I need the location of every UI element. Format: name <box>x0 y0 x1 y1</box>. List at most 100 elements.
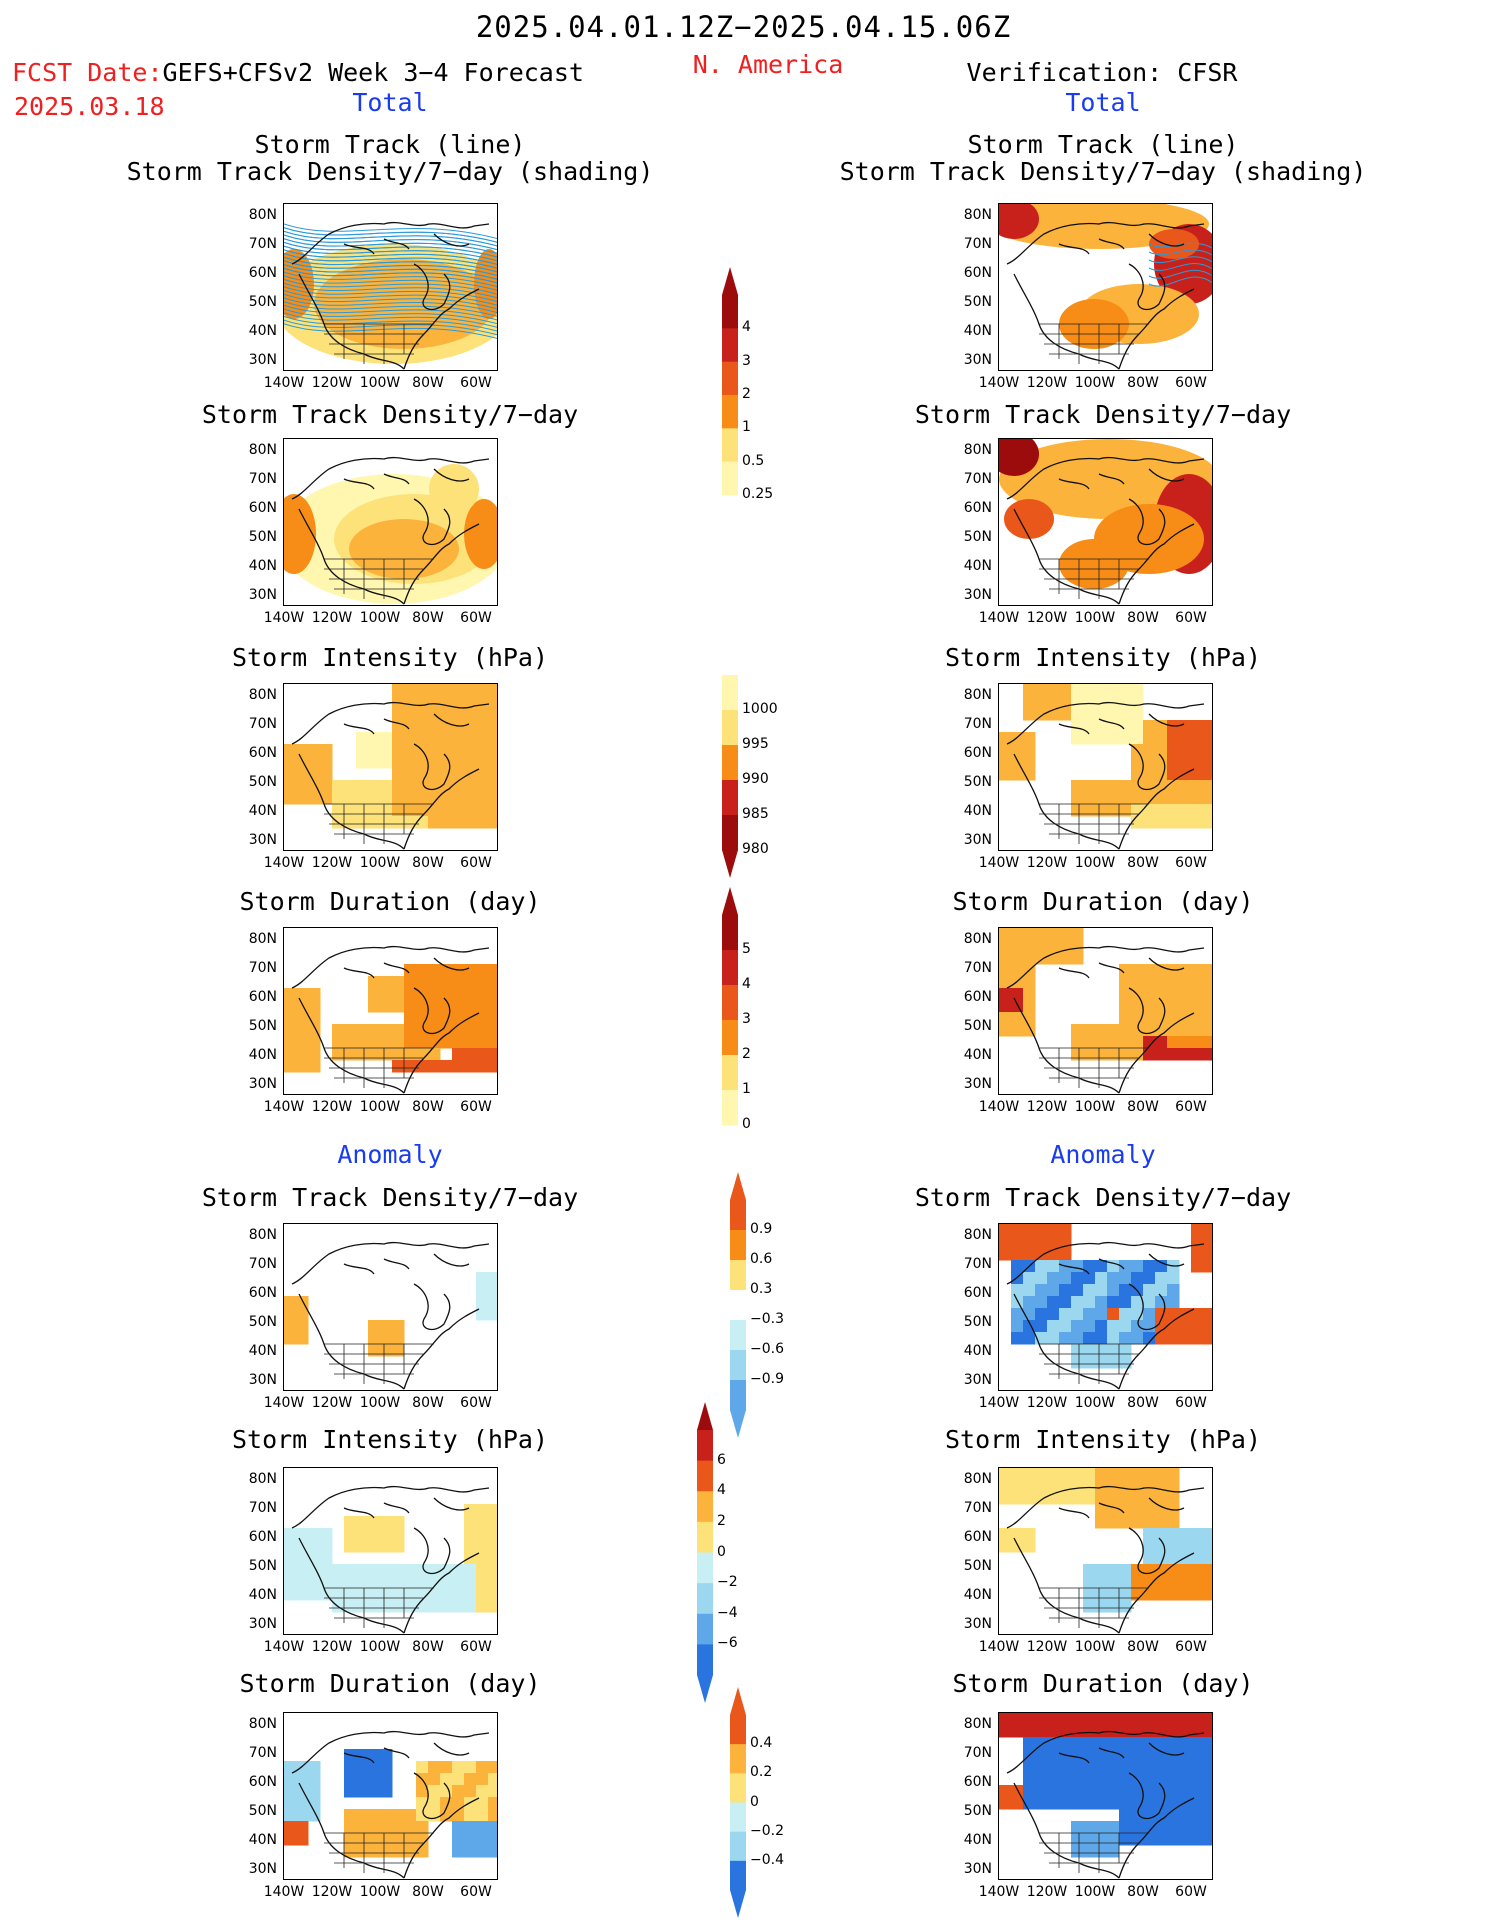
colorbar-segment <box>722 950 738 986</box>
shading-cell <box>356 1809 369 1822</box>
title-track-line-left: Storm Track (line) <box>254 130 526 159</box>
shading-cell <box>1203 1737 1212 1750</box>
shading-cell <box>1119 684 1132 697</box>
shading-cell <box>1011 940 1024 953</box>
lon-label: 100W <box>359 375 401 391</box>
lat-label: 80N <box>963 207 992 223</box>
shading-cell <box>1203 1012 1212 1025</box>
shading-cell <box>1143 1332 1156 1345</box>
shading-cell <box>1155 744 1168 757</box>
shading-cell <box>380 1332 393 1345</box>
shading-cell <box>488 1785 497 1798</box>
lat-label: 70N <box>248 236 277 252</box>
shading-cell <box>380 1845 393 1858</box>
colorbar-segment <box>722 815 738 851</box>
shading-cell <box>1191 1260 1204 1273</box>
shading-cell <box>368 1749 381 1762</box>
shading-cell <box>1011 1236 1024 1249</box>
shading-cell <box>368 976 381 989</box>
shading-cell <box>488 1036 497 1049</box>
shading-cell <box>999 1468 1012 1481</box>
shading-cell <box>1047 928 1060 941</box>
shading-cell <box>1203 1725 1212 1738</box>
shading-cell <box>416 792 429 805</box>
shading-cell <box>1011 1284 1024 1297</box>
shading-cell <box>999 1000 1012 1013</box>
shading-cell <box>1071 1344 1084 1357</box>
shading-cell <box>356 744 369 757</box>
shading-cell <box>296 1000 309 1013</box>
shading-cell <box>416 1060 429 1073</box>
lon-label: 140W <box>978 1099 1020 1115</box>
lon-label: 80W <box>412 1639 444 1655</box>
storm-track-line <box>284 316 497 332</box>
shading-cell <box>416 708 429 721</box>
lon-label: 60W <box>1175 375 1207 391</box>
shading-cell <box>1203 780 1212 793</box>
shading-cell <box>488 780 497 793</box>
shading-cell <box>416 1809 429 1822</box>
shading-cell <box>1131 1260 1144 1273</box>
colorbar-tick: 4 <box>742 319 751 336</box>
shading-cell <box>476 732 489 745</box>
shading-cell <box>416 976 429 989</box>
fcst-date: 2025.03.18 <box>14 92 165 121</box>
shading-cell <box>1095 720 1108 733</box>
shading-cell <box>416 964 429 977</box>
lat-label: 30N <box>248 832 277 848</box>
lat-label: 50N <box>248 1018 277 1034</box>
shading-cell <box>488 1540 497 1553</box>
shading-cell <box>464 988 477 1001</box>
shading-cell <box>344 1821 357 1834</box>
shading-cell <box>1107 1332 1120 1345</box>
panel-intensity-anom-verif <box>998 1467 1213 1635</box>
shading-cell <box>1071 708 1084 721</box>
shading-cell <box>284 1332 297 1345</box>
colorbar-tick: 1000 <box>742 701 778 717</box>
shading-cell <box>1155 1492 1168 1505</box>
shading-cell <box>464 804 477 817</box>
shading-cell <box>368 1773 381 1786</box>
storm-track-line <box>1148 242 1212 249</box>
shading-cell <box>284 1821 297 1834</box>
shading-cell <box>1047 1797 1060 1810</box>
shading-cell <box>416 1761 429 1774</box>
shading-cell <box>416 1588 429 1601</box>
shading-cell <box>1059 1797 1072 1810</box>
storm-track-line <box>284 241 497 258</box>
shading-cell <box>1011 928 1024 941</box>
shading-cell <box>1143 1821 1156 1834</box>
shading-cell <box>1179 1821 1192 1834</box>
storm-track-line <box>284 271 497 288</box>
lon-label: 120W <box>311 375 353 391</box>
shading-cell <box>1143 1504 1156 1517</box>
shading-cell <box>284 756 297 769</box>
shading-cell <box>1071 720 1084 733</box>
shading-cell <box>1191 1540 1204 1553</box>
shading-cell <box>1191 1761 1204 1774</box>
shading-cell <box>999 756 1012 769</box>
shading-blob <box>464 499 497 569</box>
shading-cell <box>1191 1749 1204 1762</box>
lat-label: 60N <box>248 745 277 761</box>
shading-cell <box>368 744 381 757</box>
shading-cell <box>1167 1332 1180 1345</box>
lat-label: 60N <box>248 1774 277 1790</box>
lon-label: 120W <box>311 1395 353 1411</box>
shading-cell <box>1179 816 1192 829</box>
colorbar-tick: −0.3 <box>750 1311 784 1327</box>
shading-cell <box>1131 684 1144 697</box>
lon-label: 60W <box>460 375 492 391</box>
shading-cell <box>488 1024 497 1037</box>
shading-cell <box>1011 1713 1024 1726</box>
shading-cell <box>440 708 453 721</box>
shading-cell <box>476 1024 489 1037</box>
shading-cell <box>1095 1713 1108 1726</box>
lat-label: 70N <box>963 1256 992 1272</box>
shading-cell <box>476 684 489 697</box>
shading-cell <box>1143 768 1156 781</box>
colorbar-arrow-top <box>730 1172 746 1200</box>
shading-cell <box>1071 1480 1084 1493</box>
shading-cell <box>464 1785 477 1798</box>
shading-cell <box>404 988 417 1001</box>
